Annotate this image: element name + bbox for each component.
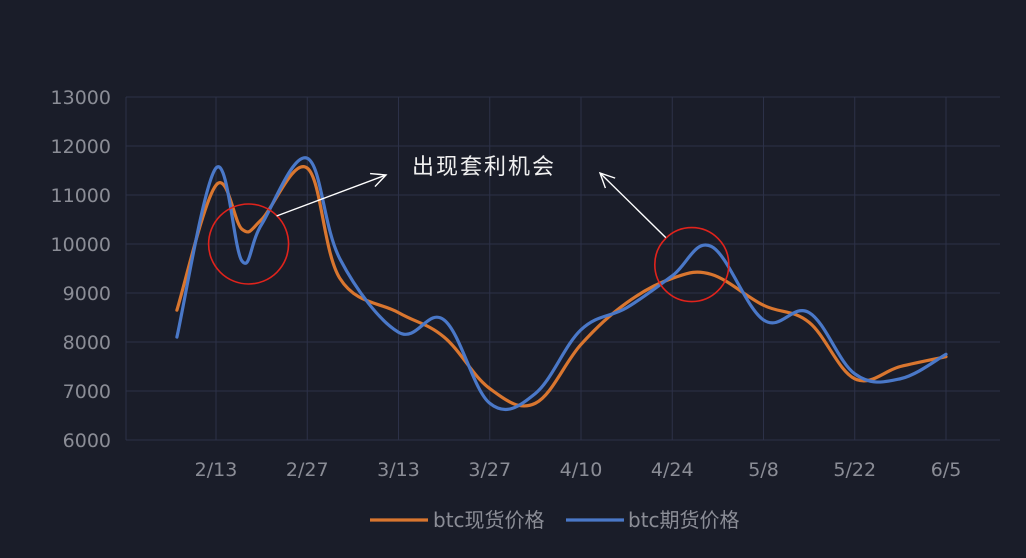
x-tick-label: 2/27 xyxy=(286,459,329,481)
y-tick-label: 12000 xyxy=(51,136,111,158)
legend: btc现货价格 btc期货价格 xyxy=(370,508,740,532)
y-tick-label: 13000 xyxy=(51,87,111,109)
y-tick-label: 7000 xyxy=(63,381,111,403)
gridlines xyxy=(125,96,1000,441)
annotations: 出现套利机会 xyxy=(207,155,730,303)
legend-label: btc期货价格 xyxy=(628,508,740,532)
highlight-circle xyxy=(654,226,730,303)
highlight-circle xyxy=(207,203,290,285)
y-tick-label: 9000 xyxy=(63,283,111,305)
x-tick-label: 4/10 xyxy=(560,459,603,481)
x-tick-label: 3/27 xyxy=(468,459,511,481)
x-tick-label: 5/8 xyxy=(748,459,779,481)
y-tick-label: 11000 xyxy=(51,185,111,207)
x-tick-label: 3/13 xyxy=(377,459,420,481)
arrow-icon xyxy=(276,172,388,217)
x-tick-label: 5/22 xyxy=(833,459,876,481)
annotation-label: 出现套利机会 xyxy=(412,155,556,180)
y-tick-label: 10000 xyxy=(51,234,111,256)
y-tick-label: 6000 xyxy=(63,430,111,452)
legend-item: btc现货价格 xyxy=(370,508,545,532)
series-line-spot xyxy=(175,165,948,408)
x-tick-label: 6/5 xyxy=(931,459,962,481)
series-line-futures xyxy=(175,156,948,412)
x-tick-label: 2/13 xyxy=(195,459,238,481)
x-tick-label: 4/24 xyxy=(651,459,694,481)
legend-label: btc现货价格 xyxy=(433,508,545,532)
legend-item: btc期货价格 xyxy=(566,508,740,532)
axis-labels: 6000 7000 8000 9000 10000 11000 12000 13000 2/13… xyxy=(51,87,962,481)
y-tick-label: 8000 xyxy=(63,332,111,354)
series-lines xyxy=(175,156,948,412)
arrow-icon xyxy=(598,171,667,239)
